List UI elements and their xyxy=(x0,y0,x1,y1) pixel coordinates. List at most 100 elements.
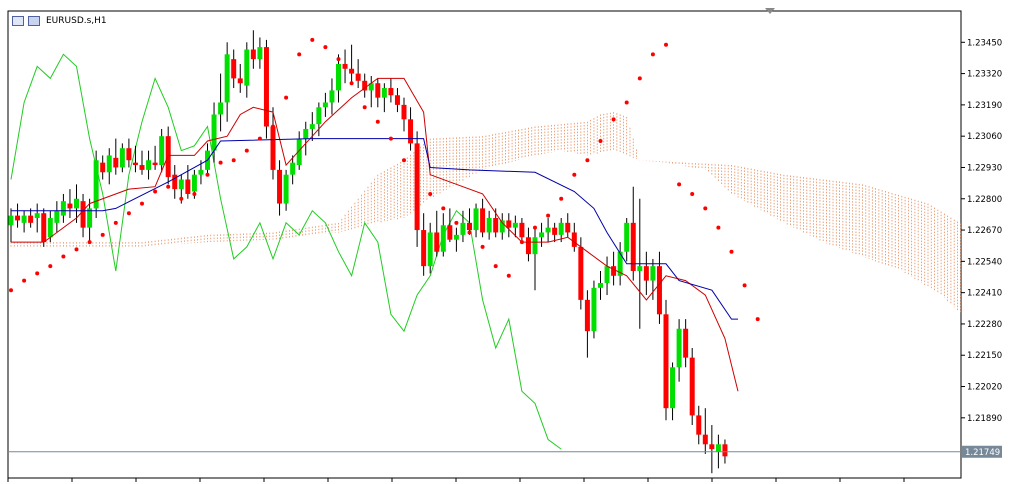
candle xyxy=(54,201,60,233)
candle-body xyxy=(237,78,243,84)
candle-body xyxy=(388,88,394,96)
candle xyxy=(394,88,400,113)
candle-body xyxy=(113,157,119,168)
psar-dot xyxy=(349,81,354,86)
candle xyxy=(453,227,459,252)
candle-body xyxy=(670,367,676,409)
candle-body xyxy=(440,225,446,252)
psar-dot xyxy=(598,138,603,143)
y-tick-label: 1.23190 xyxy=(967,101,1002,111)
candle-body xyxy=(663,314,669,409)
candle-body xyxy=(244,49,250,86)
tenkan-sen-line xyxy=(11,77,739,392)
y-tick-label: 1.22670 xyxy=(967,226,1002,236)
candle-body xyxy=(493,218,499,233)
candle-body xyxy=(598,283,603,288)
candle xyxy=(21,210,27,233)
candle xyxy=(447,208,453,243)
kijun-sen-line xyxy=(11,138,738,320)
candle-body xyxy=(447,225,453,240)
psar-dot xyxy=(402,158,406,163)
psar-dot xyxy=(493,264,498,269)
candle-body xyxy=(375,83,381,98)
candle xyxy=(329,78,335,115)
candle-body xyxy=(427,232,433,267)
candle-body xyxy=(218,102,224,115)
candle-body xyxy=(172,174,178,190)
candle-body xyxy=(584,299,590,332)
candle xyxy=(316,102,322,137)
candle xyxy=(624,218,630,262)
candle xyxy=(277,160,283,216)
candle xyxy=(15,203,21,228)
candle xyxy=(427,222,433,274)
y-tick-label: 1.22930 xyxy=(967,163,1002,173)
candle xyxy=(702,408,708,454)
candle-body xyxy=(80,201,86,228)
candle-body xyxy=(565,222,571,233)
candle xyxy=(290,155,296,185)
candle xyxy=(237,63,243,93)
candle xyxy=(113,138,119,175)
psar-dot xyxy=(506,273,511,278)
candle-body xyxy=(578,246,584,300)
candle xyxy=(519,218,525,243)
candle-body xyxy=(394,95,400,105)
candle-body xyxy=(434,232,440,252)
candle xyxy=(336,54,341,103)
psar-dot xyxy=(480,244,485,249)
psar-dot xyxy=(192,191,197,196)
candle xyxy=(74,184,79,223)
candle xyxy=(571,222,577,252)
candle xyxy=(499,213,505,240)
candle xyxy=(93,150,99,219)
candle xyxy=(689,348,695,426)
plot-area xyxy=(8,30,961,474)
candle-body xyxy=(106,155,112,173)
candle-body xyxy=(8,215,14,226)
psar-dot xyxy=(87,240,92,245)
psar-dot xyxy=(664,42,668,47)
candle-body xyxy=(362,80,368,91)
y-tick-label: 1.23320 xyxy=(967,70,1002,80)
current-price-tag xyxy=(962,445,1002,458)
candle xyxy=(408,107,414,151)
psar-dot xyxy=(113,220,118,225)
candle xyxy=(467,208,472,235)
candle-body xyxy=(408,119,414,144)
candle-body xyxy=(702,434,708,445)
candle xyxy=(414,131,420,247)
candle-body xyxy=(178,179,184,190)
kumo-cloud xyxy=(10,112,961,314)
psar-dot xyxy=(572,172,577,177)
candle xyxy=(506,213,512,238)
candle-body xyxy=(532,237,538,255)
candle-body xyxy=(309,124,315,129)
candle xyxy=(486,210,492,240)
current-price-label: 1.21749 xyxy=(965,448,1000,458)
candle xyxy=(525,227,531,262)
chart-properties-icon[interactable] xyxy=(12,16,24,26)
psar-dot xyxy=(323,45,328,50)
candle xyxy=(8,208,14,243)
candle-body xyxy=(643,266,649,281)
candle-body xyxy=(74,198,79,209)
chart-shift-marker-icon[interactable] xyxy=(765,8,775,14)
candle-body xyxy=(401,104,407,120)
candle xyxy=(643,251,649,296)
candle xyxy=(159,128,165,173)
candle xyxy=(604,256,610,296)
candle xyxy=(270,107,276,180)
candle-body xyxy=(119,148,125,168)
candle xyxy=(440,213,446,257)
symbol-window-icon[interactable] xyxy=(28,16,40,26)
candle-body xyxy=(689,357,695,416)
candle xyxy=(146,150,152,180)
candle-body xyxy=(525,237,531,255)
candle-body xyxy=(329,90,335,103)
candle xyxy=(696,405,702,445)
psar-dot xyxy=(415,177,420,182)
candle xyxy=(349,44,355,84)
